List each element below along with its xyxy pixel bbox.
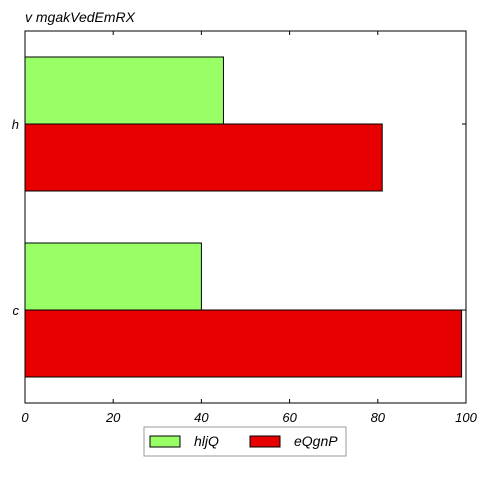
chart-title: v mgakVedEmRX	[25, 9, 136, 25]
x-tick-label-100: 100	[455, 410, 477, 425]
bar-hljQ-c	[24, 242, 202, 311]
plot-area: h c 0 20 40 60 80 100	[12, 30, 478, 425]
legend: hljQ eQgnP	[143, 426, 347, 457]
bar-eQgnP-c	[24, 309, 463, 378]
legend-swatch-hljQ	[149, 435, 181, 448]
y-tick-label-c: c	[13, 303, 20, 318]
x-tick-label-60: 60	[282, 410, 297, 425]
legend-swatch-eQgnP	[249, 435, 281, 448]
x-tick-label-80: 80	[371, 410, 386, 425]
y-tick-label-h: h	[12, 117, 19, 132]
bar-hljQ-h	[24, 56, 224, 125]
x-tick-label-0: 0	[21, 410, 29, 425]
x-tick-label-40: 40	[194, 410, 209, 425]
legend-label-hljQ: hljQ	[194, 433, 219, 449]
plot-frame	[24, 30, 467, 404]
bar-eQgnP-h	[24, 123, 383, 192]
legend-label-eQgnP: eQgnP	[294, 433, 338, 449]
x-tick-label-20: 20	[105, 410, 121, 425]
